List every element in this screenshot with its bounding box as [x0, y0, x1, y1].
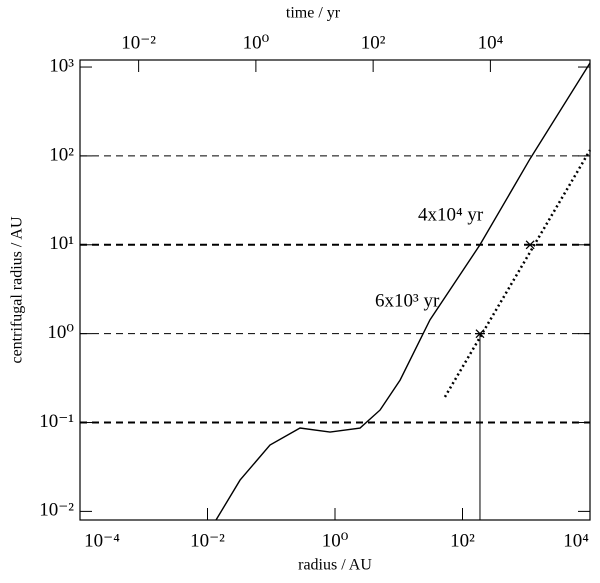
x-tick-label: 10²: [450, 530, 475, 551]
series-line: [215, 62, 591, 521]
marker: [474, 329, 485, 339]
x2-tick-label: 10⁴: [478, 32, 504, 53]
x2-tick-label: 10²: [361, 32, 386, 53]
x-tick-label: 10⁴: [563, 530, 589, 551]
marker: [525, 240, 536, 250]
y-axis-label: centrifugal radius / AU: [9, 216, 26, 364]
x-tick-label: 10⁻⁴: [84, 530, 120, 551]
y-tick-label: 10⁻¹: [39, 411, 74, 432]
x2-tick-label: 10⁰: [243, 32, 270, 53]
y-tick-label: 10¹: [49, 233, 74, 254]
series-line: [443, 149, 592, 398]
plot-frame: [79, 59, 591, 521]
y-tick-label: 10⁰: [47, 322, 74, 343]
y-tick-label: 10⁻²: [39, 500, 74, 521]
x-tick-label: 10⁰: [322, 530, 349, 551]
annotation: 4x10⁴ yr: [418, 204, 484, 225]
y-tick-label: 10³: [49, 55, 74, 76]
x-tick-label: 10⁻²: [190, 530, 225, 551]
x2-tick-label: 10⁻²: [121, 32, 156, 53]
y-tick-label: 10²: [49, 144, 74, 165]
annotation: 6x10³ yr: [375, 290, 440, 311]
x-axis-label: radius / AU: [298, 557, 372, 574]
x2-axis-label: time / yr: [286, 5, 341, 22]
